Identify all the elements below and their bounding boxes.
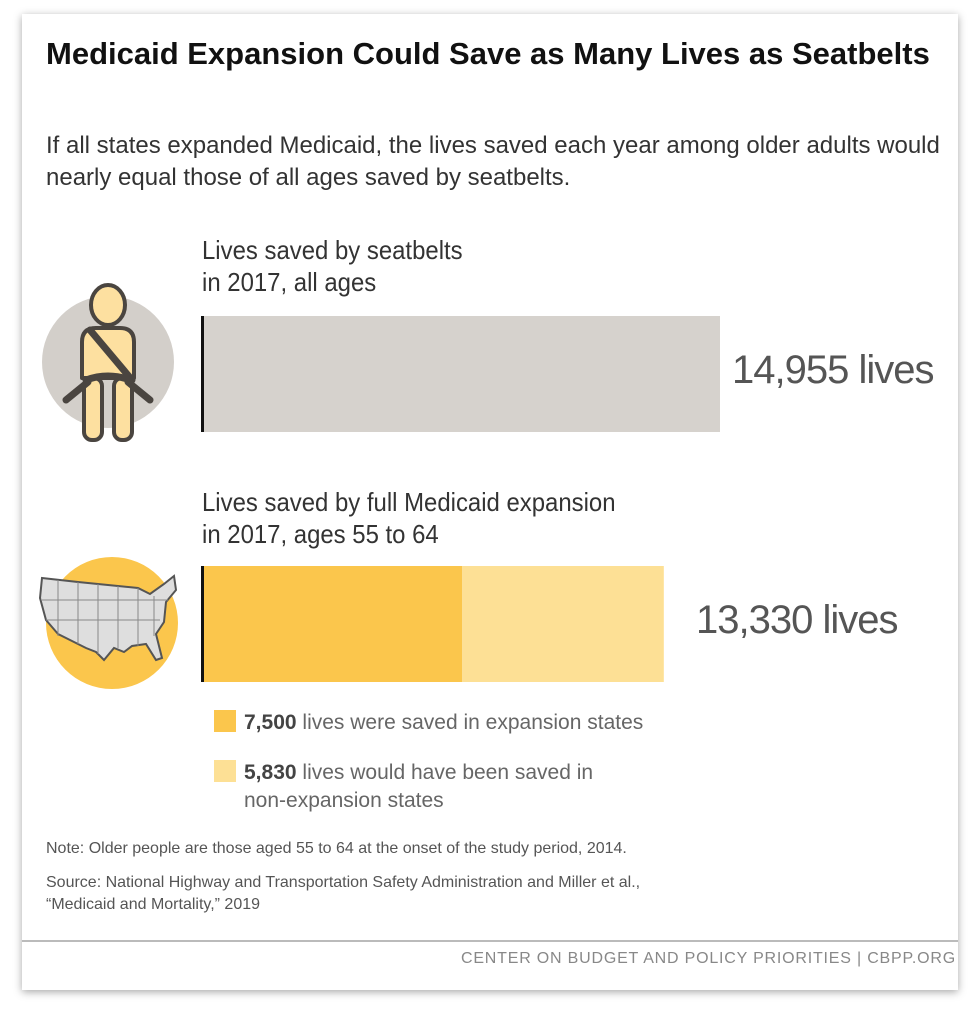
seatbelt-person-icon xyxy=(42,283,174,442)
label-line: Lives saved by seatbelts xyxy=(202,235,463,265)
legend-value: 5,830 xyxy=(244,761,297,784)
chart-title: Medicaid Expansion Could Save as Many Li… xyxy=(46,36,930,71)
legend-swatch xyxy=(214,710,236,732)
infographic-card xyxy=(22,14,958,990)
us-map-icon xyxy=(38,557,178,689)
label-line: Lives saved by full Medicaid expansion xyxy=(202,487,616,517)
total-label-seatbelts: 14,955 lives xyxy=(732,348,934,392)
bar-baseline xyxy=(201,566,204,682)
note: Note: Older people are those aged 55 to … xyxy=(46,840,627,857)
source-line-2: “Medicaid and Mortality,” 2019 xyxy=(46,896,261,913)
footer-divider xyxy=(22,940,958,942)
legend-text: lives would have been saved in xyxy=(302,761,594,784)
category-label-medicaid: Lives saved by full Medicaid expansion i… xyxy=(202,486,616,550)
legend-value: 7,500 xyxy=(244,711,297,734)
chart-subtitle: If all states expanded Medicaid, the liv… xyxy=(46,132,940,191)
bar-segment xyxy=(203,566,463,682)
footer-credit: CENTER ON BUDGET AND POLICY PRIORITIES |… xyxy=(460,950,956,967)
source-line-1: Source: National Highway and Transportat… xyxy=(46,874,641,891)
bar-segment xyxy=(203,316,720,432)
total-label-medicaid: 13,330 lives xyxy=(696,598,898,642)
legend-item-non-expansion: 5,830 lives would have been saved in non… xyxy=(214,759,593,815)
legend-text: lives were saved in expansion states xyxy=(302,711,644,734)
bar-segment xyxy=(462,566,664,682)
label-line: in 2017, ages 55 to 64 xyxy=(202,519,439,549)
bar-baseline xyxy=(201,316,204,432)
legend-item-expansion: 7,500 lives were saved in expansion stat… xyxy=(214,709,643,737)
legend-text-line2: non-expansion states xyxy=(244,789,444,812)
label-line: in 2017, all ages xyxy=(202,267,377,297)
category-label-seatbelts: Lives saved by seatbelts in 2017, all ag… xyxy=(202,234,463,298)
legend-swatch xyxy=(214,760,236,782)
